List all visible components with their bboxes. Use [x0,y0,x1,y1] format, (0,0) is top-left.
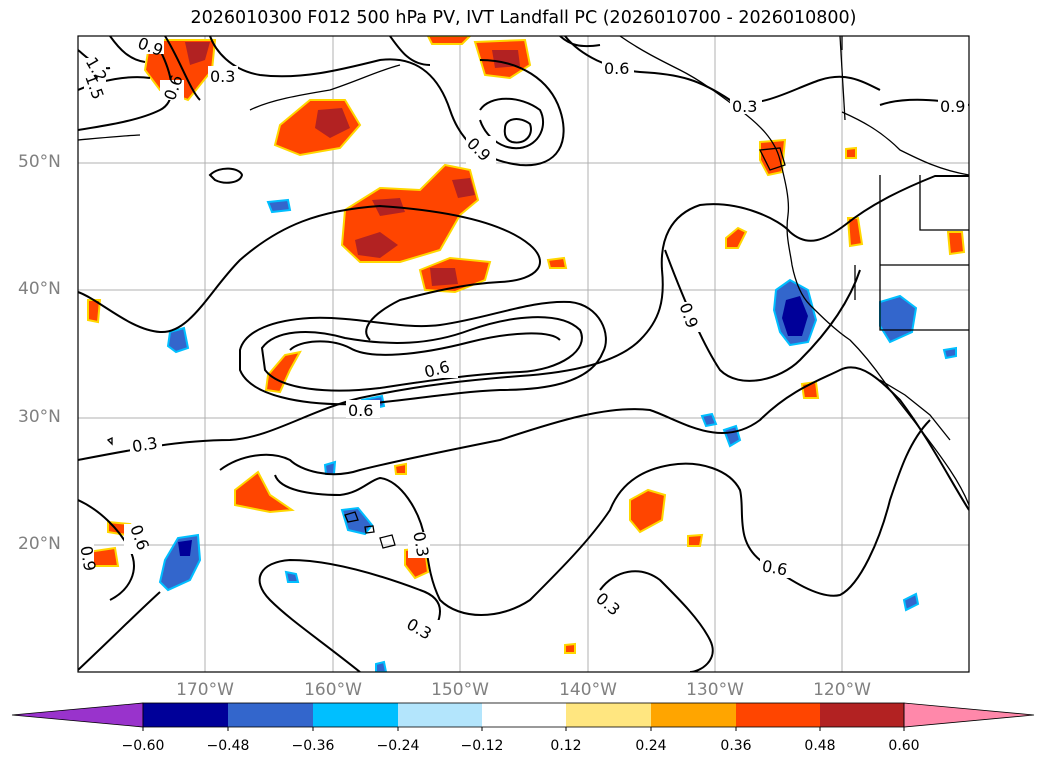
colorbar-tick-label: 0.12 [550,738,582,754]
gridlines [78,36,969,672]
neg-blob [340,506,374,536]
colorbar-segment [143,703,228,727]
pos-blob [234,470,295,514]
pos-blob [687,533,704,547]
lon-label: 120°W [813,680,871,700]
pos-blob [546,256,568,269]
pos-blob-core [452,178,475,198]
colorbar-segment [736,703,820,727]
neg-blob [722,424,742,448]
colorbar-tick-label: 0.36 [720,738,752,754]
coastline [78,36,969,506]
colorbar-tick-label: −0.12 [460,738,504,754]
pos-blob [845,146,857,159]
contour-labels: 0.9 1.2 1.5 0.6 0.3 0.9 0.6 0.3 0.9 0.9 … [76,33,965,643]
colorbar-tick-label: 0.48 [804,738,836,754]
contour-label: 0.9 [940,97,965,116]
contour-label: 0.3 [409,530,432,558]
pos-blob [87,299,102,324]
neg-blob [879,294,918,344]
colorbar-extend-low [11,702,144,728]
pos-blob [393,462,407,475]
pos-blob [264,350,302,394]
map-title: 2026010300 F012 500 hPa PV, IVT Landfall… [190,8,857,28]
lon-label: 170°W [176,680,234,700]
colorbar-segment [228,703,313,727]
contour-label: 0.6 [604,59,629,78]
lon-label: 160°W [304,680,362,700]
neg-blob-core [178,540,192,556]
neg-blob-core [782,296,808,336]
pos-blob [725,226,748,249]
pos-blob-core [355,232,398,258]
colorbar-tick-label: −0.60 [121,738,165,754]
lat-label: 30°N [18,407,61,427]
pos-blob [426,36,472,45]
colorbar-segment [820,703,904,727]
colorbar-segment [651,703,736,727]
neg-blob [323,460,337,475]
colorbar-tick-label: −0.48 [206,738,250,754]
neg-blob [902,592,920,612]
lat-label: 40°N [18,279,61,299]
colorbar-extend-high [903,702,1035,728]
contour-label: 0.3 [732,97,757,116]
contour-label: 0.3 [131,433,159,456]
contour-label-halos [78,38,968,646]
colorbar-tick-label: −0.24 [376,738,420,754]
pv-contours [78,36,969,672]
lon-label: 130°W [686,680,744,700]
positive-anomaly-regions [86,36,966,654]
colorbar-tick-label: −0.36 [291,738,335,754]
map-frame [77,35,970,673]
neg-blob [942,346,957,360]
contour-label: 0.3 [210,67,235,86]
pos-blob [946,231,966,256]
pos-blob-core [315,108,350,138]
contour-label: 0.9 [76,544,99,572]
pos-blob-core [185,42,210,65]
colorbar-tick-label: 0.24 [635,738,667,754]
neg-blob [700,412,718,428]
colorbar-segment [398,703,482,727]
neg-blob [166,326,190,354]
lon-label: 150°W [431,680,489,700]
colorbar-segment [566,703,651,727]
colorbar [11,702,1035,731]
colorbar-tick-label: 0.60 [888,738,920,754]
contour-label: 0.6 [761,556,789,579]
negative-anomaly-regions [158,198,957,672]
pos-blob-core [430,268,458,286]
colorbar-segment [482,703,566,727]
lat-label: 20°N [18,534,61,554]
pos-blob-core [492,50,520,68]
pos-blob [629,488,667,534]
neg-blob [284,570,300,583]
neg-blob [375,660,388,672]
contour-label: 0.6 [348,401,373,420]
lon-label: 140°W [559,680,617,700]
colorbar-segment [313,703,398,727]
lat-label: 50°N [18,152,61,172]
neg-blob [266,198,292,214]
pos-blob [564,642,576,654]
islands [106,147,786,549]
